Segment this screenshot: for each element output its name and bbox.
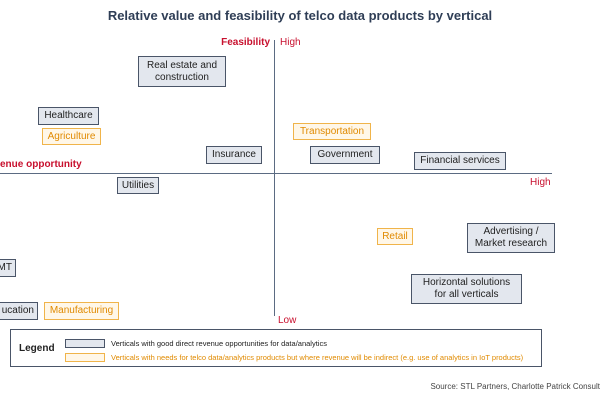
- x-axis: [0, 173, 552, 174]
- vertical-real-estate: Real estate and construction: [138, 56, 226, 87]
- vertical-real-estate-line1: Real estate and: [146, 59, 218, 71]
- y-axis: [274, 40, 275, 316]
- legend-swatch-indirect: [65, 353, 105, 362]
- vertical-advertising: Advertising / Market research: [467, 223, 555, 253]
- vertical-advertising-line1: Advertising /: [483, 226, 539, 237]
- legend-text-indirect: Verticals with needs for telco data/anal…: [111, 353, 524, 362]
- x-axis-label: enue opportunity: [0, 159, 82, 170]
- vertical-financial-services: Financial services: [414, 152, 506, 170]
- y-axis-high: High: [280, 37, 301, 48]
- vertical-utilities: Utilities: [117, 177, 159, 194]
- source-note: Source: STL Partners, Charlotte Patrick …: [430, 382, 600, 391]
- legend: Legend Verticals with good direct revenu…: [10, 329, 542, 367]
- legend-swatch-direct: [65, 339, 105, 348]
- chart-title: Relative value and feasibility of telco …: [107, 8, 493, 23]
- y-axis-low: Low: [278, 315, 297, 326]
- legend-text-direct: Verticals with good direct revenue oppor…: [111, 339, 327, 348]
- vertical-healthcare: Healthcare: [38, 107, 99, 125]
- vertical-government: Government: [310, 146, 380, 164]
- vertical-tmt: MT: [0, 259, 16, 277]
- vertical-insurance: Insurance: [206, 146, 262, 164]
- legend-title: Legend: [19, 343, 55, 354]
- vertical-horizontal-solutions: Horizontal solutions for all verticals: [411, 274, 522, 304]
- vertical-horizontal-line1: Horizontal solutions: [422, 277, 511, 288]
- vertical-agriculture: Agriculture: [42, 128, 101, 145]
- vertical-manufacturing: Manufacturing: [44, 302, 119, 320]
- vertical-transportation: Transportation: [293, 123, 371, 140]
- x-axis-high: High: [530, 177, 551, 188]
- y-axis-label: Feasibility: [221, 37, 270, 48]
- vertical-education: ucation: [0, 302, 38, 320]
- vertical-real-estate-line2: construction: [155, 71, 209, 83]
- vertical-horizontal-line2: for all verticals: [434, 289, 499, 300]
- vertical-advertising-line2: Market research: [474, 238, 548, 249]
- vertical-retail: Retail: [377, 228, 413, 245]
